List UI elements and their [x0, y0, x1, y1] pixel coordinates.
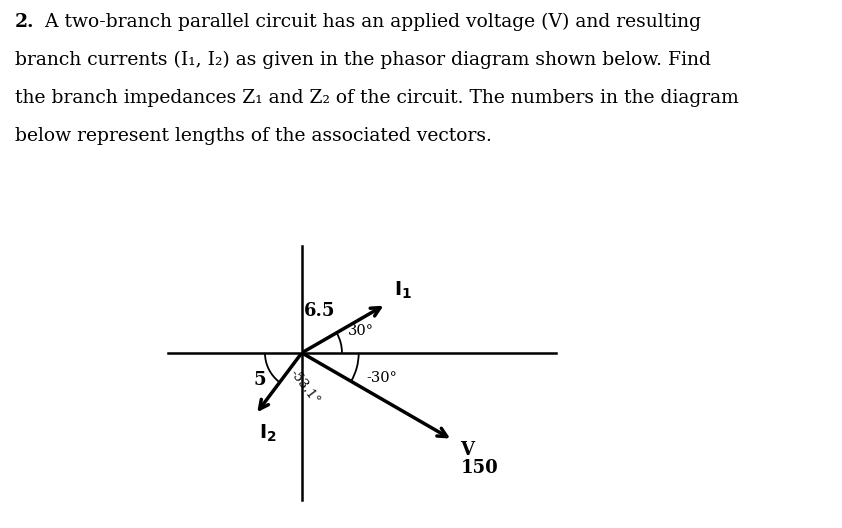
Text: 6.5: 6.5: [304, 301, 336, 319]
Text: A two-branch parallel circuit has an applied voltage (V) and resulting: A two-branch parallel circuit has an app…: [39, 13, 701, 32]
Text: -30°: -30°: [366, 371, 397, 385]
Text: 5: 5: [254, 371, 267, 389]
Text: V: V: [461, 441, 475, 459]
Text: $\mathbf{I_1}$: $\mathbf{I_1}$: [394, 280, 412, 301]
Text: below represent lengths of the associated vectors.: below represent lengths of the associate…: [15, 127, 492, 145]
Text: 150: 150: [461, 459, 498, 477]
Text: $\mathbf{I_2}$: $\mathbf{I_2}$: [258, 422, 277, 444]
Text: -53.1°: -53.1°: [287, 367, 322, 408]
Text: 30°: 30°: [349, 324, 375, 338]
Text: the branch impedances Z₁ and Z₂ of the circuit. The numbers in the diagram: the branch impedances Z₁ and Z₂ of the c…: [15, 89, 739, 107]
Text: branch currents (I₁, I₂) as given in the phasor diagram shown below. Find: branch currents (I₁, I₂) as given in the…: [15, 51, 711, 70]
Text: 2.: 2.: [15, 13, 35, 31]
